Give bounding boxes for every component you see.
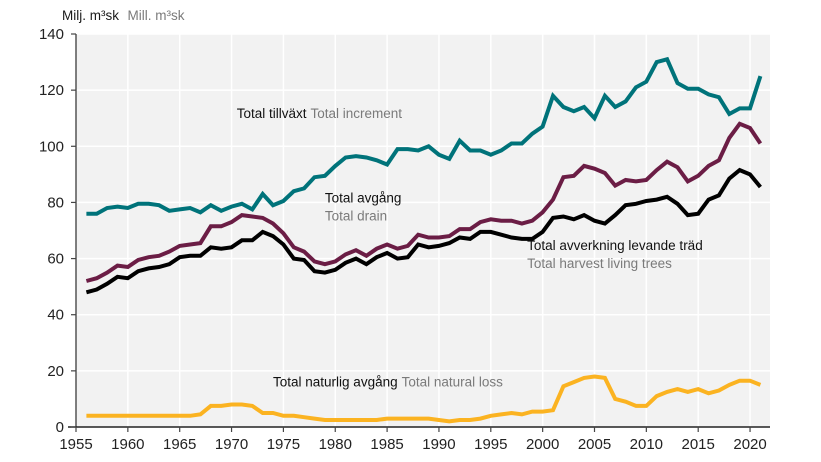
series-lines xyxy=(85,56,763,424)
x-tick-label: 2005 xyxy=(578,436,611,453)
x-tick-label: 1980 xyxy=(319,436,352,453)
annotation-total-natural-loss-en: Total natural loss xyxy=(402,374,504,389)
x-axis-ticks: 1955 1960 1965 1970 1975 1980 1985 1990 1995 2000… xyxy=(59,427,767,453)
y-tick-label: 80 xyxy=(47,194,64,211)
plot-background xyxy=(76,34,770,427)
y-tick-label: 140 xyxy=(39,26,64,43)
annotation-total-increment-sv: Total tillväxt xyxy=(237,106,307,121)
x-tick-label: 2000 xyxy=(526,436,559,453)
y-tick-label: 60 xyxy=(47,251,64,268)
y-unit-label-sv: Milj. m³sk xyxy=(62,8,119,23)
annotation-total-natural-loss: Total naturlig avgång Total natural loss xyxy=(273,374,503,389)
grid-lines xyxy=(76,33,770,427)
x-tick-label: 1965 xyxy=(163,436,196,453)
x-tick-label: 1975 xyxy=(267,436,300,453)
x-tick-label: 1995 xyxy=(474,436,507,453)
annotation-total-drain-en: Total drain xyxy=(325,208,387,223)
x-tick-label: 2020 xyxy=(733,436,766,453)
series-line-total-increment xyxy=(86,56,763,216)
series-annotations: Total tillväxt Total increment Total avgån… xyxy=(237,106,703,389)
annotation-total-natural-loss-sv: Total naturlig avgång xyxy=(273,374,398,389)
annotation-total-increment: Total tillväxt Total increment xyxy=(237,106,403,121)
y-axis-ticks: 0 20 40 60 80 100 120 140 xyxy=(39,26,76,436)
y-tick-label: 20 xyxy=(47,363,64,380)
series-line-total-drain xyxy=(85,121,763,283)
y-unit-label-en: Mill. m³sk xyxy=(127,8,184,23)
y-tick-label: 40 xyxy=(47,307,64,324)
y-tick-label: 0 xyxy=(56,419,64,436)
x-tick-label: 2010 xyxy=(630,436,663,453)
x-tick-label: 1955 xyxy=(59,436,92,453)
y-tick-label: 100 xyxy=(39,138,64,155)
x-tick-label: 2015 xyxy=(682,436,715,453)
series-line-total-harvest-living-trees xyxy=(85,167,762,295)
x-tick-label: 1990 xyxy=(422,436,455,453)
series-line-total-natural-loss xyxy=(86,374,762,424)
y-tick-label: 120 xyxy=(39,82,64,99)
annotation-total-increment-en: Total increment xyxy=(311,106,403,121)
y-unit-label: Milj. m³sk Mill. m³sk xyxy=(62,7,185,24)
annotation-total-harvest-living-trees-sv: Total avverkning levande träd xyxy=(527,238,703,253)
x-tick-label: 1960 xyxy=(111,436,144,453)
annotation-total-harvest-living-trees-en: Total harvest living trees xyxy=(527,256,672,271)
x-tick-label: 1985 xyxy=(370,436,403,453)
x-tick-label: 1970 xyxy=(215,436,248,453)
annotation-total-drain-sv: Total avgång xyxy=(325,190,402,205)
